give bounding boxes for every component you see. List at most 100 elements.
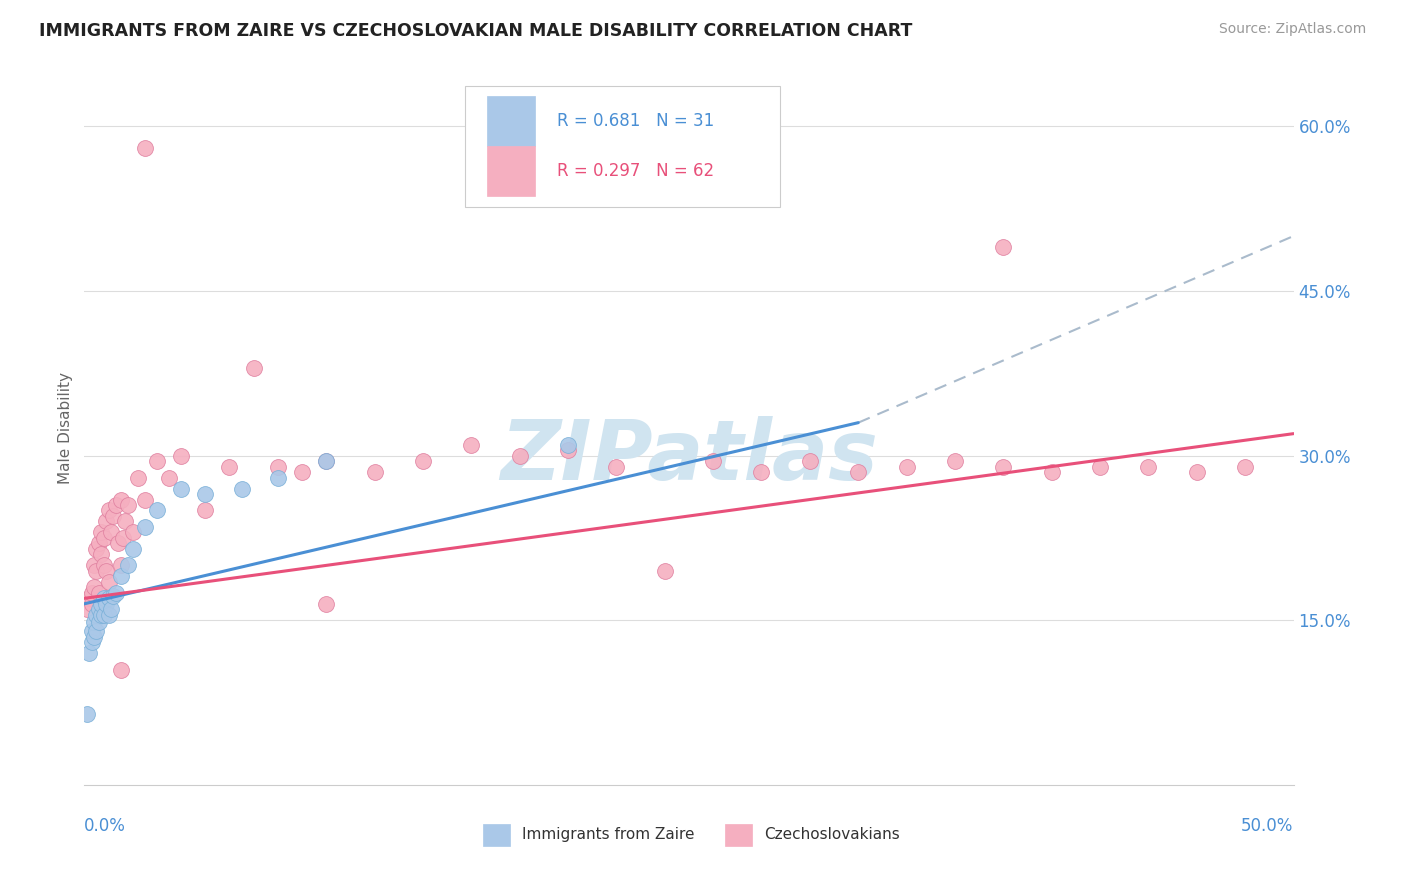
Text: Czechoslovakians: Czechoslovakians bbox=[763, 828, 900, 842]
Point bbox=[90, 548, 112, 562]
Point bbox=[751, 465, 773, 479]
Point bbox=[86, 564, 108, 578]
Point bbox=[94, 564, 117, 578]
Point bbox=[86, 541, 108, 556]
Point bbox=[76, 602, 98, 616]
Point bbox=[134, 492, 156, 507]
Point bbox=[1185, 465, 1208, 479]
Point bbox=[557, 443, 579, 458]
Point bbox=[86, 624, 108, 639]
Point bbox=[993, 240, 1015, 254]
Point bbox=[77, 591, 100, 606]
Point bbox=[134, 520, 156, 534]
Point bbox=[121, 541, 143, 556]
Point bbox=[87, 615, 110, 630]
Bar bbox=[484, 824, 510, 846]
Point bbox=[605, 459, 627, 474]
Point bbox=[267, 470, 290, 484]
Point bbox=[100, 602, 122, 616]
Text: 50.0%: 50.0% bbox=[1241, 817, 1294, 835]
Text: ZIPatlas: ZIPatlas bbox=[501, 417, 877, 497]
Point bbox=[315, 454, 337, 468]
Point bbox=[509, 449, 531, 463]
Point bbox=[412, 454, 434, 468]
Point bbox=[90, 607, 112, 622]
Point bbox=[104, 586, 127, 600]
Point bbox=[80, 624, 103, 639]
Point bbox=[896, 459, 918, 474]
Point bbox=[121, 525, 143, 540]
Point bbox=[87, 536, 110, 550]
Point bbox=[83, 630, 105, 644]
Point bbox=[97, 574, 120, 589]
Point bbox=[146, 454, 169, 468]
Point bbox=[363, 465, 385, 479]
Point bbox=[112, 531, 135, 545]
Point bbox=[242, 360, 264, 375]
Point bbox=[315, 454, 337, 468]
Point bbox=[83, 580, 105, 594]
Point bbox=[86, 607, 108, 622]
Point bbox=[107, 536, 129, 550]
Point bbox=[194, 503, 217, 517]
Point bbox=[134, 141, 156, 155]
Point bbox=[1137, 459, 1160, 474]
Text: R = 0.681   N = 31: R = 0.681 N = 31 bbox=[557, 112, 714, 130]
Point bbox=[104, 498, 127, 512]
Point bbox=[799, 454, 821, 468]
Point bbox=[80, 635, 103, 649]
Point bbox=[90, 525, 112, 540]
Point bbox=[170, 482, 193, 496]
Point bbox=[76, 706, 98, 721]
Point bbox=[97, 503, 120, 517]
FancyBboxPatch shape bbox=[465, 86, 780, 207]
Point bbox=[93, 591, 115, 606]
Point bbox=[93, 607, 115, 622]
Point bbox=[117, 558, 139, 573]
Text: Source: ZipAtlas.com: Source: ZipAtlas.com bbox=[1219, 22, 1367, 37]
Text: 0.0%: 0.0% bbox=[84, 817, 127, 835]
Point bbox=[83, 558, 105, 573]
Point bbox=[1088, 459, 1111, 474]
Point bbox=[97, 607, 120, 622]
Text: R = 0.297   N = 62: R = 0.297 N = 62 bbox=[557, 162, 714, 180]
Point bbox=[80, 597, 103, 611]
Point bbox=[117, 498, 139, 512]
Point bbox=[93, 531, 115, 545]
Bar bbox=[486, 96, 536, 146]
Point bbox=[110, 663, 132, 677]
Point bbox=[93, 558, 115, 573]
Point bbox=[103, 589, 125, 603]
Point bbox=[127, 470, 149, 484]
Y-axis label: Male Disability: Male Disability bbox=[58, 372, 73, 484]
Point bbox=[943, 454, 966, 468]
Point bbox=[114, 515, 136, 529]
Point bbox=[702, 454, 724, 468]
Point bbox=[291, 465, 314, 479]
Point bbox=[993, 459, 1015, 474]
Point bbox=[110, 569, 132, 583]
Point bbox=[90, 597, 112, 611]
Point bbox=[231, 482, 253, 496]
Point bbox=[557, 437, 579, 451]
Point bbox=[170, 449, 193, 463]
Point bbox=[103, 508, 125, 523]
Bar bbox=[725, 824, 752, 846]
Point bbox=[97, 591, 120, 606]
Point bbox=[94, 597, 117, 611]
Point bbox=[460, 437, 482, 451]
Text: IMMIGRANTS FROM ZAIRE VS CZECHOSLOVAKIAN MALE DISABILITY CORRELATION CHART: IMMIGRANTS FROM ZAIRE VS CZECHOSLOVAKIAN… bbox=[39, 22, 912, 40]
Point bbox=[80, 586, 103, 600]
Point bbox=[110, 558, 132, 573]
Point bbox=[846, 465, 869, 479]
Point bbox=[194, 487, 217, 501]
Point bbox=[315, 597, 337, 611]
Point bbox=[87, 602, 110, 616]
Point bbox=[94, 515, 117, 529]
Point bbox=[100, 525, 122, 540]
Point bbox=[77, 646, 100, 660]
Text: Immigrants from Zaire: Immigrants from Zaire bbox=[522, 828, 695, 842]
Point bbox=[218, 459, 240, 474]
Point bbox=[267, 459, 290, 474]
Point bbox=[146, 503, 169, 517]
